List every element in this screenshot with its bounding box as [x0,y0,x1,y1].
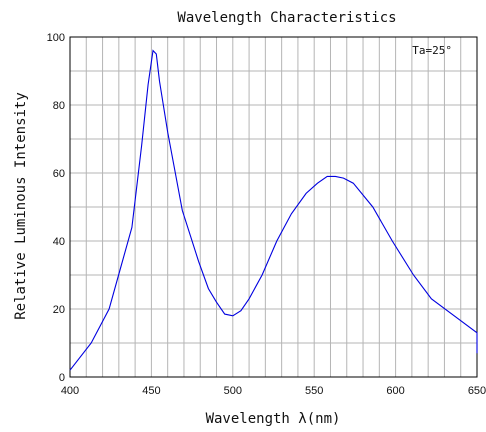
y-tick-label: 100 [47,32,65,44]
y-tick-labels: 0 20 40 60 80 100 [47,32,65,384]
x-tick-label: 450 [142,385,160,397]
plot-frame [69,36,478,378]
chart-title: Wavelength Characteristics [177,10,396,26]
y-tick-label: 40 [53,236,65,248]
y-tick-label: 20 [53,304,65,316]
x-tick-label: 600 [386,385,404,397]
x-tick-labels: 400 450 500 550 600 650 [61,385,486,397]
y-tick-label: 0 [59,372,65,384]
x-tick-label: 500 [224,385,242,397]
x-tick-label: 400 [61,385,79,397]
temperature-annotation: Ta=25° [412,44,452,57]
x-tick-label: 550 [305,385,323,397]
x-axis-label: Wavelength λ(nm) [206,411,341,427]
y-tick-label: 60 [53,168,65,180]
x-tick-label: 650 [468,385,486,397]
y-axis-label: Relative Luminous Intensity [13,92,29,320]
grid-lines [70,37,477,377]
y-tick-label: 80 [53,100,65,112]
series-line [69,49,478,371]
